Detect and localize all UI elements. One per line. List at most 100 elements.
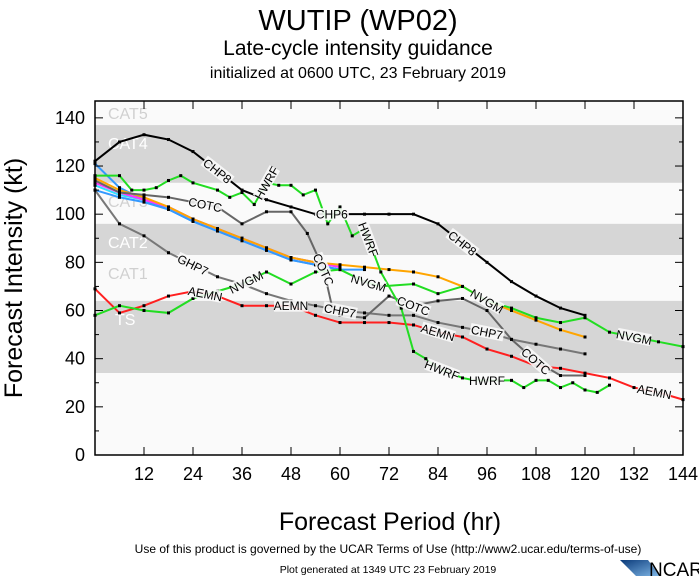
- y-tick-label: 80: [65, 252, 85, 272]
- data-point: [179, 174, 183, 178]
- series-label-background: [252, 165, 281, 201]
- data-point: [583, 313, 587, 317]
- x-tick-label: 72: [379, 464, 399, 484]
- data-point: [301, 193, 305, 197]
- data-point: [363, 268, 366, 272]
- x-tick-label: 12: [134, 464, 154, 484]
- series-label-background: [395, 293, 432, 318]
- data-point: [216, 229, 219, 233]
- data-point: [534, 316, 538, 320]
- data-point: [583, 374, 587, 378]
- series-label-text: AEMN: [187, 284, 224, 304]
- series-label-background: [314, 208, 349, 221]
- data-point: [142, 309, 146, 313]
- data-point: [154, 186, 158, 190]
- terms-of-use: Use of this product is governed by the U…: [135, 542, 642, 556]
- data-point: [130, 188, 134, 192]
- series-label-background: [445, 227, 480, 259]
- data-point: [314, 313, 317, 317]
- data-point: [338, 263, 342, 267]
- x-tick-label: 120: [570, 464, 600, 484]
- data-point: [240, 191, 244, 195]
- data-point: [559, 321, 562, 325]
- x-tick-label: 144: [668, 464, 698, 484]
- data-point: [216, 188, 219, 192]
- data-point: [657, 340, 660, 344]
- data-point: [277, 183, 281, 187]
- data-point: [510, 309, 513, 313]
- data-point: [559, 366, 562, 370]
- data-point: [167, 294, 170, 298]
- data-point: [167, 138, 170, 142]
- y-tick-label: 120: [55, 156, 85, 176]
- data-point: [289, 258, 293, 262]
- data-point: [387, 212, 391, 216]
- x-axis-label: Forecast Period (hr): [279, 508, 501, 536]
- data-point: [412, 270, 415, 274]
- data-point: [118, 186, 121, 190]
- data-point: [191, 219, 195, 223]
- data-point: [265, 198, 268, 202]
- data-point: [387, 313, 391, 317]
- data-point: [534, 294, 538, 298]
- series-label: AEMN: [187, 284, 224, 304]
- data-point: [583, 335, 587, 339]
- data-point: [363, 265, 366, 269]
- data-point: [583, 352, 587, 356]
- series-label-text: NVGM: [615, 327, 653, 348]
- series-label: AEMN: [274, 299, 309, 313]
- data-point: [118, 222, 121, 226]
- data-point: [485, 347, 489, 351]
- data-point: [142, 198, 146, 202]
- data-point: [191, 296, 195, 300]
- data-point: [118, 191, 121, 195]
- data-point: [608, 330, 611, 334]
- data-point: [118, 188, 121, 192]
- x-tick-label: 96: [477, 464, 497, 484]
- series-label-background: [469, 287, 505, 315]
- band-ts: [95, 300, 683, 374]
- data-point: [436, 321, 440, 325]
- data-point: [363, 316, 366, 320]
- data-point: [424, 357, 428, 361]
- x-tick-label: 132: [619, 464, 649, 484]
- data-point: [289, 210, 293, 214]
- data-point: [191, 217, 195, 221]
- data-point: [191, 150, 195, 154]
- series-label-background: [187, 284, 224, 303]
- series-label-background: [175, 251, 211, 278]
- data-point: [534, 342, 538, 346]
- data-point: [118, 174, 121, 178]
- data-point: [412, 323, 415, 327]
- series-label-background: [274, 299, 308, 312]
- data-point: [412, 349, 415, 353]
- y-tick-label: 60: [65, 301, 85, 321]
- series-label-background: [519, 345, 553, 377]
- data-point: [510, 354, 513, 358]
- data-point: [240, 239, 244, 243]
- data-point: [167, 205, 170, 209]
- data-point: [583, 316, 587, 320]
- band-label: CAT4: [108, 136, 148, 153]
- series-label: HWRF: [469, 374, 505, 388]
- series-label-background: [636, 382, 673, 401]
- data-point: [338, 321, 342, 325]
- series-labels-group: CHP8CHP6CHP8GHP7CHP7CHP7COTCCOTCCOTCCOTC…: [175, 155, 673, 402]
- data-point: [534, 378, 538, 382]
- series-label-text: HWRF: [469, 374, 505, 388]
- series-label-text: CHP6: [316, 208, 348, 222]
- data-point: [289, 183, 293, 187]
- data-point: [228, 195, 232, 199]
- data-point: [289, 205, 293, 209]
- x-tick-label: 24: [183, 464, 203, 484]
- data-point: [240, 188, 244, 192]
- data-point: [583, 388, 587, 392]
- data-point: [461, 325, 464, 329]
- series-label-background: [322, 301, 358, 320]
- data-point: [436, 292, 440, 296]
- y-tick-label: 40: [65, 349, 85, 369]
- data-point: [240, 236, 244, 240]
- data-point: [412, 212, 415, 216]
- data-point: [142, 304, 146, 308]
- y-tick-label: 20: [65, 397, 85, 417]
